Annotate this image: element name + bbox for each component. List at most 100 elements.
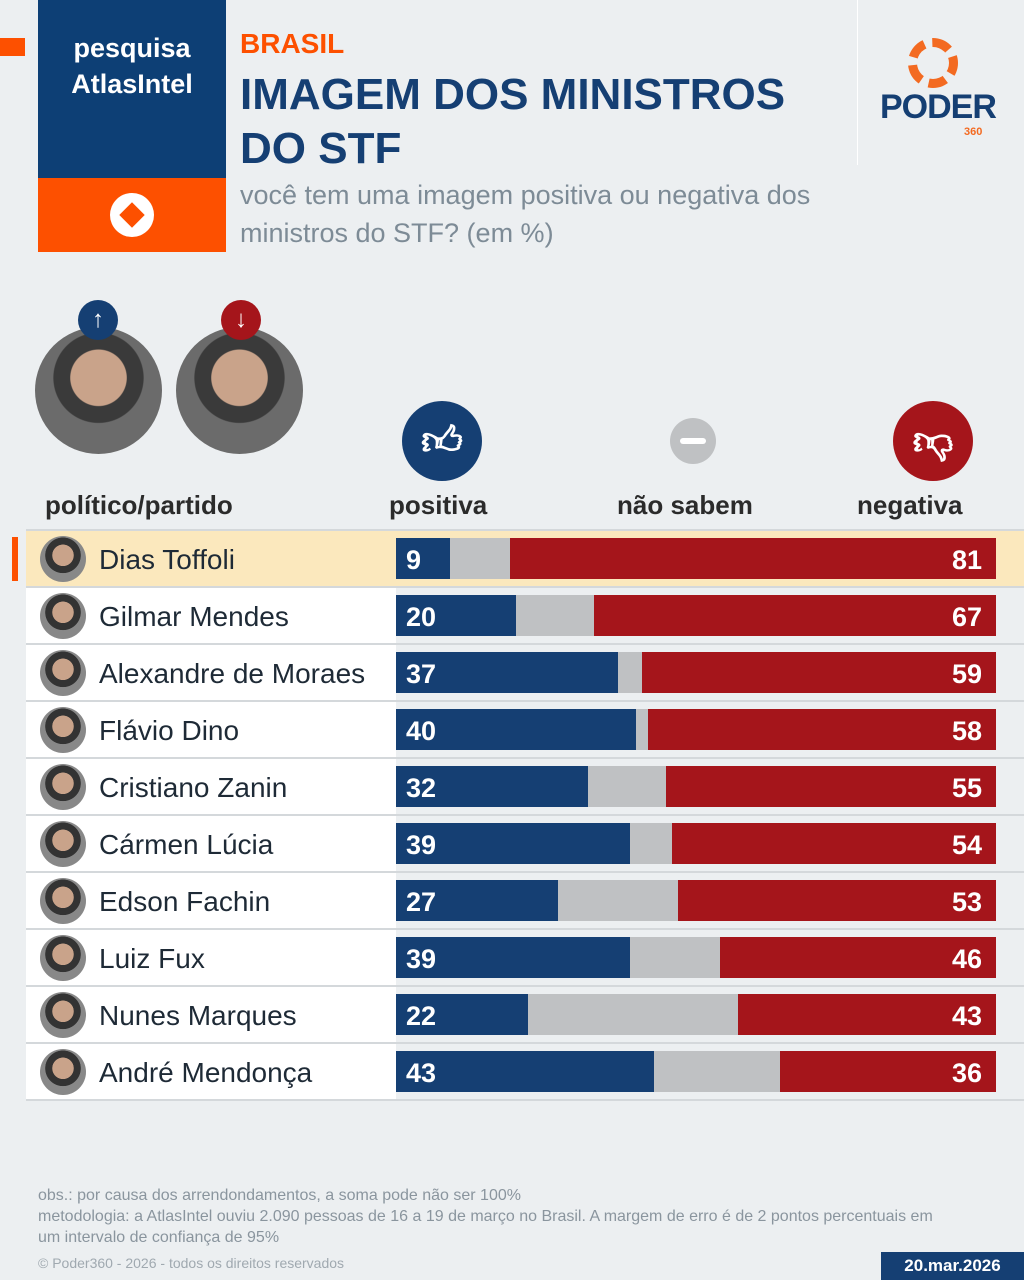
- page-title: IMAGEM DOS MINISTROS DO STF: [240, 70, 786, 173]
- bar-negative: [720, 937, 996, 978]
- compass-icon: [110, 193, 154, 237]
- bar-negative: [510, 538, 996, 579]
- bar-unknown: [630, 937, 720, 978]
- bar-positive: [396, 823, 630, 864]
- name-cell: Luiz Fux: [26, 930, 396, 985]
- avatar: [40, 935, 86, 981]
- legend-positive: positiva: [389, 490, 488, 520]
- label-positive: 9: [406, 545, 422, 575]
- name-cell: Dias Toffoli: [26, 531, 396, 586]
- bar-negative: [642, 652, 996, 693]
- table-row: Gilmar Mendes 20 67: [26, 588, 1024, 645]
- label-negative: 55: [952, 773, 983, 803]
- table-row: Edson Fachin 27 53: [26, 873, 1024, 930]
- divider: [857, 0, 858, 165]
- bar-positive: [396, 652, 618, 693]
- bar-positive: [396, 880, 558, 921]
- name-cell: Alexandre de Moraes: [26, 645, 396, 700]
- legend-unknown: não sabem: [617, 490, 753, 520]
- bar-positive: [396, 994, 528, 1035]
- bar-positive: [396, 709, 636, 750]
- bar-negative: [780, 1051, 996, 1092]
- footnote-method: metodologia: a AtlasIntel ouviu 2.090 pe…: [38, 1208, 933, 1246]
- date-badge: 20.mar.2026: [881, 1252, 1024, 1280]
- bar-negative: [594, 595, 996, 636]
- atlasintel-brand: pesquisa AtlasIntel: [38, 0, 226, 178]
- avatar: [40, 821, 86, 867]
- table-row: Luiz Fux 39 46: [26, 930, 1024, 987]
- label-positive: 39: [406, 830, 437, 860]
- bar-negative: [672, 823, 996, 864]
- thumbs-down-icon: 👎︎: [893, 401, 973, 481]
- bar-unknown: [630, 823, 672, 864]
- table-row: Nunes Marques 22 43: [26, 987, 1024, 1044]
- label-negative: 67: [952, 602, 983, 632]
- bar-positive: [396, 766, 588, 807]
- bar-unknown: [588, 766, 666, 807]
- label-positive: 40: [406, 716, 437, 746]
- bar-negative: [678, 880, 996, 921]
- label-negative: 36: [952, 1058, 983, 1088]
- poder360-sun-icon: [908, 38, 958, 88]
- footnote-obs: obs.: por causa dos arrendondamentos, a …: [38, 1187, 521, 1204]
- minister-name: Cármen Lúcia: [99, 829, 274, 860]
- avatar: [40, 650, 86, 696]
- bar-positive: [396, 538, 450, 579]
- label-positive: 20: [406, 602, 437, 632]
- label-negative: 53: [952, 887, 983, 917]
- name-cell: André Mendonça: [26, 1044, 396, 1099]
- copyright: © Poder360 - 2026 - todos os direitos re…: [38, 1255, 345, 1271]
- avatar: [40, 764, 86, 810]
- avatar: [40, 536, 86, 582]
- bar-negative: [666, 766, 996, 807]
- legend-negative: negativa: [857, 490, 963, 520]
- minus-icon: [670, 418, 716, 464]
- label-negative: 81: [952, 545, 983, 575]
- table-row: Dias Toffoli 9 81: [12, 531, 1024, 588]
- arrow-up-icon: ↑: [78, 300, 118, 340]
- bar-positive: [396, 937, 630, 978]
- table-row: Flávio Dino 40 58: [26, 702, 1024, 759]
- logo-text: PODER: [880, 88, 997, 126]
- minister-name: André Mendonça: [99, 1057, 313, 1088]
- name-cell: Flávio Dino: [26, 702, 396, 757]
- bar-unknown: [450, 538, 510, 579]
- label-negative: 58: [952, 716, 983, 746]
- bar-unknown: [654, 1051, 780, 1092]
- arrow-down-icon: ↓: [221, 300, 261, 340]
- brand-line1: pesquisa: [73, 33, 191, 63]
- avatar: [40, 1049, 86, 1095]
- label-positive: 39: [406, 944, 437, 974]
- minister-name: Cristiano Zanin: [99, 772, 288, 803]
- bar-unknown: [516, 595, 594, 636]
- avatar: [40, 593, 86, 639]
- label-negative: 54: [952, 830, 983, 860]
- avatar: [40, 878, 86, 924]
- logo-sub: 360: [964, 126, 983, 138]
- minister-name: Flávio Dino: [99, 715, 240, 746]
- label-positive: 27: [406, 887, 437, 917]
- bar-positive: [396, 595, 516, 636]
- table-top-rule: [26, 529, 1024, 531]
- avatar: [40, 992, 86, 1038]
- bar-unknown: [636, 709, 648, 750]
- label-negative: 46: [952, 944, 983, 974]
- name-cell: Nunes Marques: [26, 987, 396, 1042]
- name-cell: Cristiano Zanin: [26, 759, 396, 814]
- accent-tab: [0, 38, 25, 56]
- photo-most-negative: [176, 327, 303, 454]
- name-cell: Edson Fachin: [26, 873, 396, 928]
- bar-unknown: [528, 994, 738, 1035]
- avatar: [40, 707, 86, 753]
- highlight-marker: [12, 537, 18, 581]
- thumbs-up-icon: 👍︎: [402, 401, 482, 481]
- brand-line2: AtlasIntel: [71, 69, 193, 99]
- bar-unknown: [618, 652, 642, 693]
- label-negative: 43: [952, 1001, 983, 1031]
- minister-name: Luiz Fux: [99, 943, 205, 974]
- table-row: Cármen Lúcia 39 54: [26, 816, 1024, 873]
- kicker: BRASIL: [240, 28, 345, 59]
- label-positive: 37: [406, 659, 437, 689]
- bar-unknown: [558, 880, 678, 921]
- table-row: André Mendonça 43 36: [26, 1044, 1024, 1101]
